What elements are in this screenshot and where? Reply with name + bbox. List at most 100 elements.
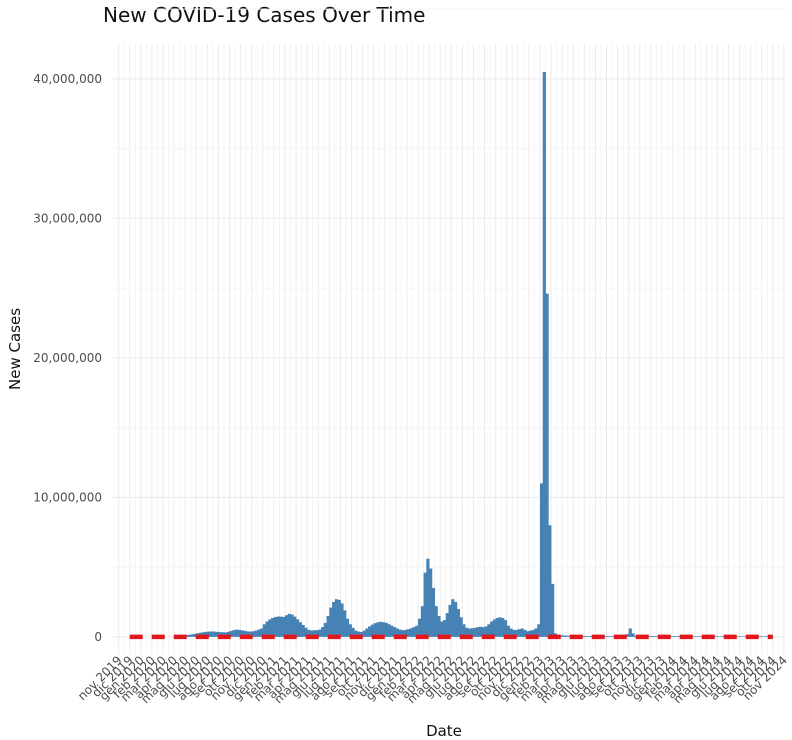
bar [609,636,613,637]
bar [495,618,499,637]
bar [465,627,469,637]
bar [409,628,413,637]
bar [276,616,280,637]
bar [393,627,397,637]
bar [501,618,505,637]
bar [384,622,388,637]
y-tick-label: 30,000,000 [33,211,102,225]
bar [429,568,433,637]
bar [390,625,394,637]
bar [271,618,275,637]
grid [112,8,785,655]
bar [262,624,266,637]
bar [462,624,466,637]
bar [440,621,444,637]
bar [334,599,339,637]
bar [235,629,239,637]
bar [445,613,449,637]
bar [492,619,497,637]
bar [387,624,391,637]
bar [539,483,544,637]
bars [174,71,774,637]
bar [268,619,272,637]
bar [210,631,214,637]
bar [459,617,463,637]
bar [254,630,258,637]
bar [379,621,383,637]
bar [564,635,569,637]
bar [362,630,366,637]
bar [207,631,211,637]
bar [503,620,508,637]
bar [426,558,430,637]
bar [282,616,286,637]
bar [476,627,480,637]
bar [528,630,533,637]
bar [193,633,197,637]
bar [551,583,555,637]
bar [229,631,233,637]
y-tick-label: 10,000,000 [33,490,102,504]
bar [606,636,610,637]
bar [232,630,236,637]
bar [221,632,225,637]
bar [265,621,269,637]
bar [736,636,740,637]
bar [512,629,516,637]
bar [739,636,743,637]
bar [612,636,616,637]
bar [523,629,527,637]
bar [531,629,535,637]
bar [526,631,530,637]
bar [631,633,635,637]
bar [309,630,314,637]
bar [187,634,192,637]
bar [559,635,563,637]
bar [442,620,447,637]
bar [673,636,677,637]
bar [517,629,521,637]
bar [714,636,718,637]
bar [201,632,205,637]
bar [420,606,424,637]
bar [545,293,549,637]
bar [650,636,655,637]
bar [695,636,699,637]
bar [398,629,402,637]
y-axis-title: New Cases [6,308,24,390]
y-tick-label: 40,000,000 [33,72,102,86]
bar [473,627,477,637]
bar [185,635,189,637]
bar [260,628,264,637]
bar [625,634,630,637]
bar [326,615,330,637]
bar [226,631,230,637]
bar [406,629,411,637]
y-tick-labels: 0 10,000,000 20,000,000 30,000,000 40,000,00… [33,72,102,644]
bar [301,625,305,637]
bar [404,629,408,637]
bar [190,634,194,637]
bar [470,628,474,637]
bar [509,628,513,637]
bar [562,635,566,637]
bar [212,631,217,637]
bar [395,628,400,637]
bar [481,627,485,637]
bar [273,617,278,637]
bar [296,619,300,637]
bar [293,616,297,637]
bar [515,629,519,637]
bar [584,636,588,637]
bar [307,629,311,637]
bar [246,631,250,637]
bar [431,588,436,637]
bar [368,626,372,637]
bar [653,636,657,637]
bar [337,599,341,637]
bar [692,636,696,637]
bar [329,607,333,637]
bar [520,628,524,637]
bar [437,615,441,637]
